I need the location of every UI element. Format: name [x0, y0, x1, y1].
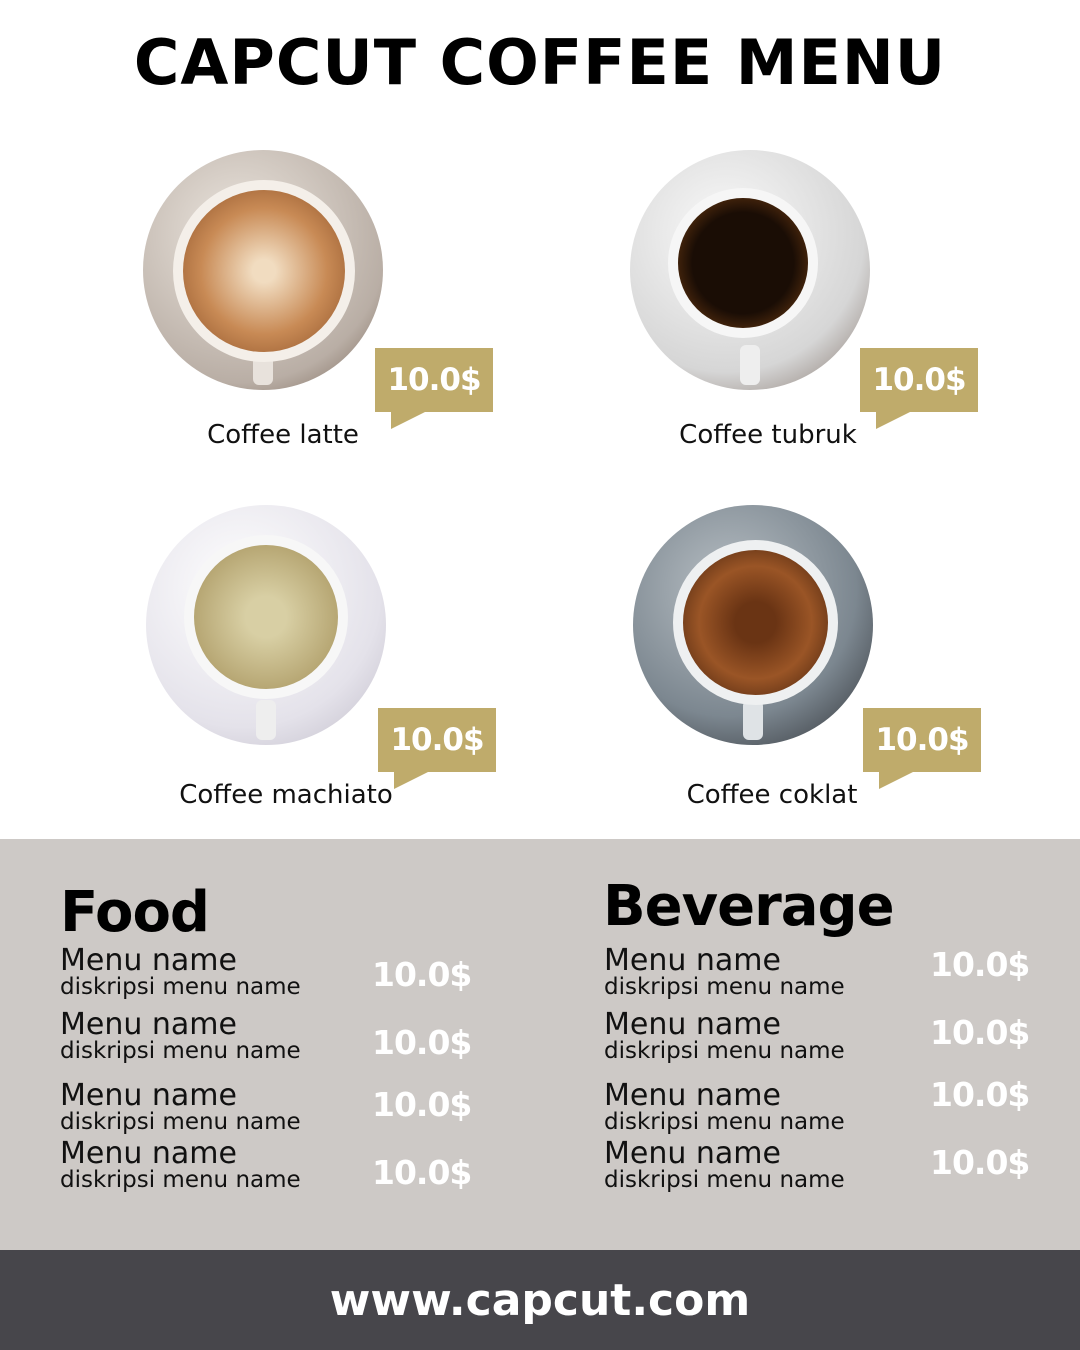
coffee-name: Coffee tubruk: [679, 420, 857, 450]
menu-item-price: 10.0$: [930, 1075, 1030, 1114]
price-tag: 10.0$: [860, 348, 978, 429]
coffee-name: Coffee coklat: [686, 780, 858, 810]
menu-item-name: Menu name: [604, 1136, 781, 1171]
price-tag: 10.0$: [378, 708, 496, 789]
menu-item-name: Menu name: [60, 1078, 237, 1113]
menu-item-price: 10.0$: [930, 1143, 1030, 1182]
price-tag: 10.0$: [863, 708, 981, 789]
menu-item-name: Menu name: [604, 1007, 781, 1042]
coffee-latte-image: [143, 150, 383, 390]
food-heading: Food: [60, 880, 210, 945]
menu-list-section: [0, 839, 1080, 1250]
coffee-tubruk-image: [630, 150, 870, 390]
website-footer[interactable]: www.capcut.com: [0, 1250, 1080, 1350]
menu-item-name: Menu name: [604, 1078, 781, 1113]
menu-item-description: diskripsi menu name: [60, 1167, 301, 1193]
menu-item-description: diskripsi menu name: [60, 1109, 301, 1135]
beverage-heading: Beverage: [603, 874, 895, 939]
menu-item-price: 10.0$: [372, 955, 472, 994]
menu-item-price: 10.0$: [372, 1023, 472, 1062]
menu-item-description: diskripsi menu name: [60, 1038, 301, 1064]
price-tag: 10.0$: [375, 348, 493, 429]
menu-item-description: diskripsi menu name: [604, 1109, 845, 1135]
coffee-name: Coffee machiato: [179, 780, 393, 810]
menu-item-name: Menu name: [60, 943, 237, 978]
coffee-machiato-image: [146, 505, 386, 745]
menu-item-name: Menu name: [60, 1136, 237, 1171]
menu-item-description: diskripsi menu name: [604, 1167, 845, 1193]
menu-item-price: 10.0$: [372, 1153, 472, 1192]
menu-item-price: 10.0$: [930, 1013, 1030, 1052]
menu-item-name: Menu name: [604, 943, 781, 978]
menu-item-price: 10.0$: [930, 945, 1030, 984]
page-title: CAPCUT COFFEE MENU: [133, 26, 947, 99]
menu-item-price: 10.0$: [372, 1085, 472, 1124]
coffee-coklat-image: [633, 505, 873, 745]
menu-item-description: diskripsi menu name: [604, 974, 845, 1000]
menu-item-description: diskripsi menu name: [60, 974, 301, 1000]
coffee-name: Coffee latte: [207, 420, 359, 450]
menu-item-name: Menu name: [60, 1007, 237, 1042]
menu-item-description: diskripsi menu name: [604, 1038, 845, 1064]
